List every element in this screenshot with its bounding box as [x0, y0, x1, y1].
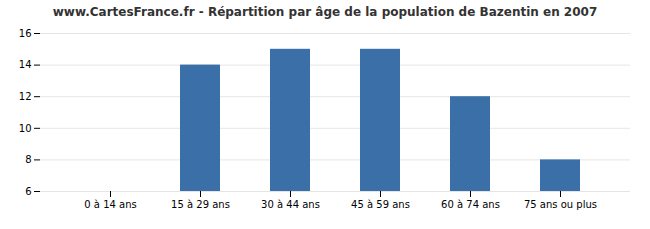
svg-text:60 à 74 ans: 60 à 74 ans [441, 199, 500, 210]
svg-text:0 à 14 ans: 0 à 14 ans [84, 199, 136, 210]
svg-text:14: 14 [19, 59, 32, 70]
svg-text:10: 10 [19, 123, 32, 134]
svg-text:45 à 59 ans: 45 à 59 ans [351, 199, 410, 210]
svg-text:16: 16 [19, 28, 32, 39]
svg-text:8: 8 [25, 154, 31, 165]
svg-text:12: 12 [19, 91, 32, 102]
svg-text:30 à 44 ans: 30 à 44 ans [261, 199, 320, 210]
html-text:www.CartesFrance.fr - Répartit: www.CartesFrance.fr - Répartition par âg… [52, 5, 598, 19]
svg-text:6: 6 [25, 186, 31, 197]
svg-text:75 ans ou plus: 75 ans ou plus [524, 199, 597, 210]
svg-text:15 à 29 ans: 15 à 29 ans [171, 199, 230, 210]
